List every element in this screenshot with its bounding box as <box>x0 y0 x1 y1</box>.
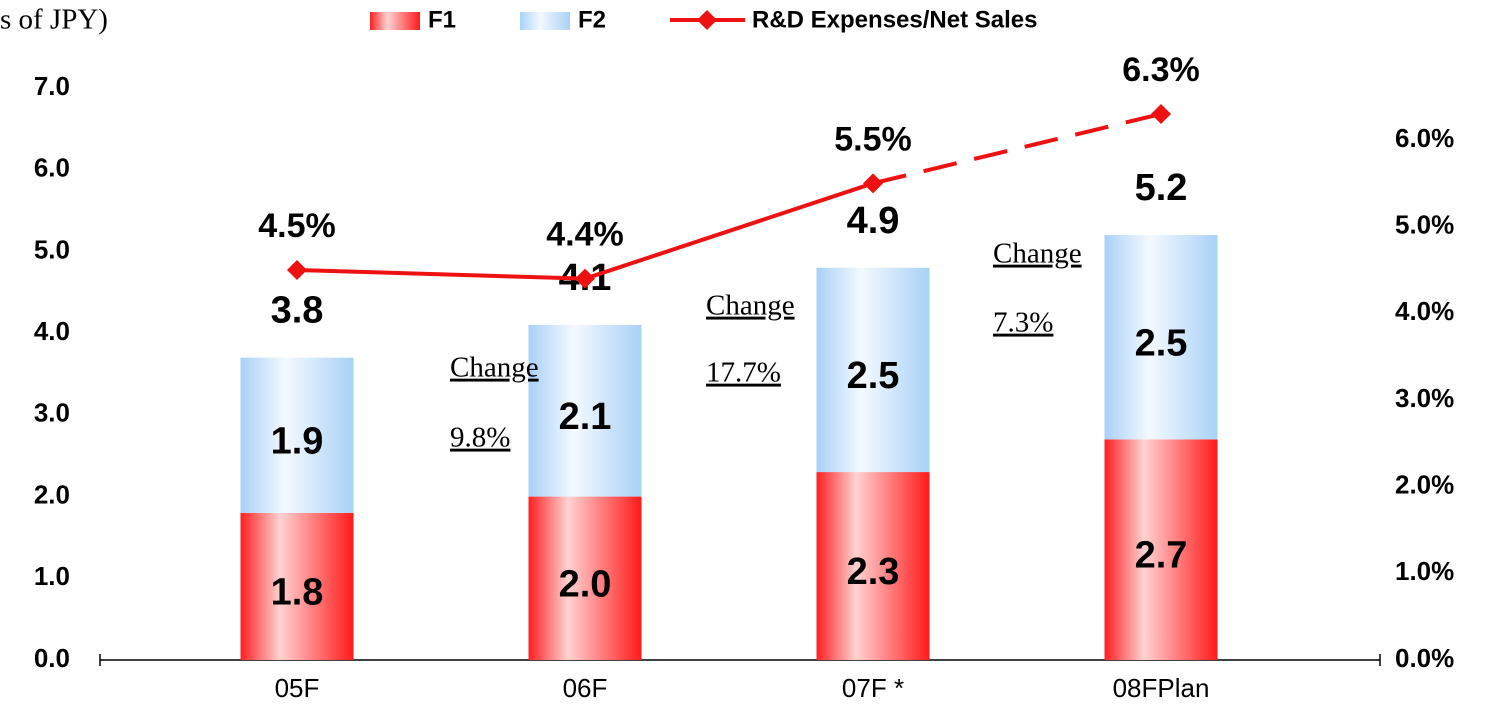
y2-tick-label: 6.0% <box>1395 123 1454 153</box>
total-label: 5.2 <box>1135 167 1188 209</box>
bar-segment <box>1104 235 1218 440</box>
line-label: 4.4% <box>546 216 624 254</box>
x-tick-label: 06F <box>563 673 608 703</box>
legend-marker <box>697 10 717 30</box>
bar-label: 2.7 <box>1135 535 1188 577</box>
x-tick-label: 08FPlan <box>1113 673 1210 703</box>
annotation-value: 9.8% <box>450 422 510 454</box>
y2-tick-label: 4.0% <box>1395 296 1454 326</box>
line-segment <box>296 268 586 281</box>
legend-swatch <box>370 12 420 30</box>
legend-label: F2 <box>578 6 606 33</box>
legend-swatch <box>520 12 570 30</box>
bar-label: 2.1 <box>559 396 612 438</box>
x-tick-label: 07F * <box>842 673 904 703</box>
legend-label: F1 <box>428 6 456 33</box>
x-tick-label: 05F <box>275 673 320 703</box>
line-marker <box>287 260 307 280</box>
y-tick-label: 5.0 <box>34 234 70 264</box>
bar-segment <box>528 324 642 497</box>
y2-tick-label: 2.0% <box>1395 470 1454 500</box>
line-segment <box>872 112 1162 186</box>
annotation: Change <box>706 290 795 322</box>
line-label: 4.5% <box>258 207 336 245</box>
line-marker <box>863 173 883 194</box>
y-tick-label: 1.0 <box>34 561 70 591</box>
bar-segment <box>816 472 930 660</box>
total-label: 4.9 <box>847 200 900 242</box>
bar-label: 2.5 <box>1135 322 1188 364</box>
y2-tick-label: 3.0% <box>1395 383 1454 413</box>
y2-tick-label: 0.0% <box>1395 643 1454 673</box>
y-tick-label: 4.0 <box>34 316 70 346</box>
bar-label: 1.9 <box>271 420 324 462</box>
annotation: Change <box>450 352 539 384</box>
total-label: 3.8 <box>271 290 324 332</box>
bar-segment <box>240 357 354 513</box>
legend-label: R&D Expenses/Net Sales <box>752 6 1037 33</box>
y-axis-title: s of JPY) <box>0 4 108 36</box>
bar-label: 2.5 <box>847 355 900 397</box>
line-segment <box>584 181 874 281</box>
annotation-value: 17.7% <box>706 357 781 389</box>
y2-tick-label: 5.0% <box>1395 210 1454 240</box>
y-tick-label: 6.0 <box>34 153 70 183</box>
annotation: Change <box>993 238 1082 270</box>
bar-segment <box>1104 439 1218 660</box>
line-label: 5.5% <box>834 120 912 158</box>
bar-segment <box>240 512 354 660</box>
annotation-value: 7.3% <box>993 307 1053 339</box>
bar-label: 1.8 <box>271 571 324 613</box>
y-tick-label: 3.0 <box>34 398 70 428</box>
bar-label: 2.3 <box>847 551 900 593</box>
bar-label: 2.0 <box>559 563 612 605</box>
y-tick-label: 2.0 <box>34 479 70 509</box>
y-tick-label: 7.0 <box>34 71 70 101</box>
y2-tick-label: 1.0% <box>1395 556 1454 586</box>
bar-segment <box>816 267 930 473</box>
bar-segment <box>528 496 642 660</box>
line-marker <box>575 268 595 289</box>
line-label: 6.3% <box>1122 51 1200 89</box>
y-tick-label: 0.0 <box>34 643 70 673</box>
line-marker <box>1151 104 1171 124</box>
